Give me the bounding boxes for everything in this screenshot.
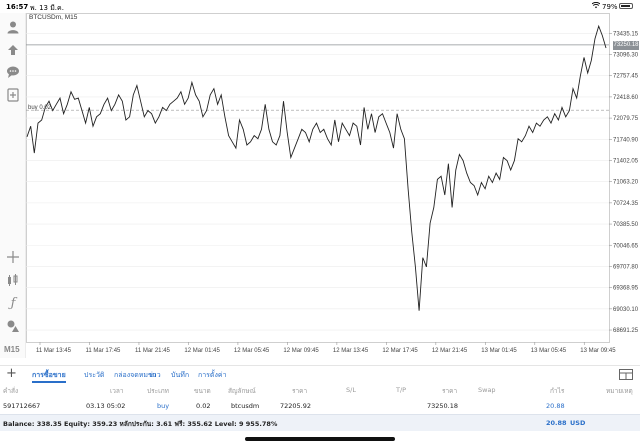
y-tick-label: 71063.20	[613, 180, 639, 186]
x-tick-label: 11 Mar 17:45	[85, 348, 121, 354]
order-profit: 20.88	[546, 402, 565, 410]
balance-summary: Balance: 338.35 Equity: 359.23 หลักประกั…	[3, 420, 278, 428]
x-tick-label: 12 Mar 01:45	[184, 348, 220, 354]
x-tick-label: 13 Mar 01:45	[481, 348, 517, 354]
chart-toolbar: ƒ M15	[0, 13, 26, 358]
col-sl: S/L	[346, 386, 356, 394]
y-tick-label: 69030.10	[613, 307, 639, 313]
chart-symbol-label: BTCUSDm, M15	[29, 14, 78, 21]
crosshair-icon[interactable]	[2, 247, 24, 267]
col-size: ขนาด	[194, 387, 211, 395]
timeframe-label[interactable]: M15	[4, 345, 20, 354]
order-current-price: 73250.18	[427, 402, 459, 410]
status-bar: 16:57 พ. 13 มี.ค. 79%	[0, 0, 640, 13]
status-date: พ. 13 มี.ค.	[30, 4, 64, 12]
y-tick-label: 70385.50	[613, 222, 639, 228]
order-open-price: 72205.92	[280, 402, 312, 410]
order-size: 0.02	[196, 402, 211, 410]
x-tick-label: 12 Mar 05:45	[234, 348, 270, 354]
chart-canvas[interactable]: 73435.15 73096.30 72757.45 72418.60 72079.75…	[26, 13, 640, 365]
x-tick-label: 13 Mar 05:45	[531, 348, 567, 354]
objects-icon[interactable]	[2, 316, 24, 336]
y-tick-label: 73096.30	[613, 53, 639, 59]
x-tick-label: 13 Mar 09:45	[580, 348, 616, 354]
y-tick-label: 71402.05	[613, 158, 639, 164]
col-open-price: ราคา	[292, 387, 308, 395]
col-order: คำสั่ง	[3, 387, 19, 395]
indicators-icon[interactable]	[2, 270, 24, 290]
order-id: 591712667	[3, 402, 41, 410]
x-tick-label: 12 Mar 13:45	[333, 348, 369, 354]
col-tp: T/P	[396, 386, 407, 394]
col-type: ประเภท	[147, 387, 169, 395]
col-swap: Swap	[478, 386, 496, 394]
status-time: 16:57	[6, 3, 29, 11]
col-profit: กำไร	[550, 387, 565, 395]
account-icon[interactable]	[2, 17, 24, 37]
x-tick-label: 11 Mar 21:45	[135, 348, 171, 354]
position-row[interactable]: 591712667 03.13 05:02 buy 0.02 btcusdm 7…	[0, 400, 640, 413]
y-tick-label: 70724.35	[613, 201, 639, 207]
tab-history[interactable]: ประวัติ	[84, 371, 105, 379]
tab-news[interactable]: ข่าว	[148, 371, 161, 379]
chat-icon[interactable]	[2, 62, 24, 82]
order-time: 03.13 05:02	[86, 402, 126, 410]
function-icon[interactable]: ƒ	[10, 295, 16, 311]
y-tick-label: 69707.80	[613, 264, 639, 270]
battery-percent: 79%	[602, 3, 618, 11]
tab-journal[interactable]: บันทึก	[171, 371, 190, 379]
battery-icon	[619, 3, 633, 9]
y-tick-label: 70046.65	[613, 243, 639, 249]
balance-bar: Balance: 338.35 Equity: 359.23 หลักประกั…	[0, 414, 640, 431]
col-price: ราคา	[442, 387, 458, 395]
add-order-icon[interactable]: +	[6, 366, 17, 381]
price-chart[interactable]: 73435.15 73096.30 72757.45 72418.60 72079.75…	[26, 13, 640, 365]
x-tick-label: 12 Mar 21:45	[432, 348, 468, 354]
y-tick-label: 72418.60	[613, 95, 639, 101]
total-profit-currency: USD	[570, 419, 586, 427]
y-tick-label: 68691.25	[613, 328, 639, 334]
terminal-tabs: + การซื้อขาย ประวัติ กล่องจดหมาย ข่าว บั…	[0, 365, 640, 383]
col-time: เวลา	[110, 387, 124, 395]
x-tick-label: 11 Mar 13:45	[36, 348, 72, 354]
col-comment: หมายเหตุ	[606, 387, 633, 395]
order-symbol: btcusdm	[231, 402, 260, 410]
y-tick-label: 73435.15	[613, 31, 639, 37]
y-tick-label: 71740.90	[613, 137, 639, 143]
plot-frame	[26, 13, 610, 343]
col-symbol: สัญลักษณ์	[228, 387, 256, 395]
x-tick-label: 12 Mar 17:45	[382, 348, 418, 354]
tab-settings[interactable]: การตั้งค่า	[198, 371, 227, 379]
positions-header: คำสั่ง เวลา ประเภท ขนาด สัญลักษณ์ ราคา S…	[0, 384, 640, 397]
layout-icon[interactable]	[619, 369, 633, 380]
y-tick-label: 72079.75	[613, 116, 639, 122]
x-tick-label: 12 Mar 09:45	[283, 348, 319, 354]
add-chart-icon[interactable]	[2, 85, 24, 105]
wifi-icon	[591, 1, 601, 11]
trade-icon[interactable]	[2, 39, 24, 59]
y-tick-label: 72757.45	[613, 74, 639, 80]
total-profit: 20.88	[546, 419, 567, 427]
current-price-box: 73250.18	[613, 41, 639, 50]
tab-trade[interactable]: การซื้อขาย	[32, 371, 66, 383]
y-tick-label: 69368.95	[613, 286, 639, 292]
order-type: buy	[157, 402, 170, 410]
home-indicator	[245, 437, 395, 441]
trade-line-label: buy 0.02	[28, 105, 52, 111]
tab-mailbox[interactable]: กล่องจดหมาย	[114, 371, 157, 379]
price-series-line	[26, 24, 607, 311]
